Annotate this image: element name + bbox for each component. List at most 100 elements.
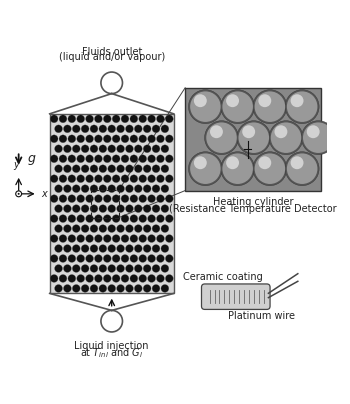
Circle shape: [86, 195, 93, 202]
Circle shape: [117, 265, 125, 272]
Circle shape: [108, 165, 116, 173]
Circle shape: [55, 185, 62, 193]
Circle shape: [161, 284, 169, 292]
Circle shape: [77, 155, 85, 163]
Circle shape: [86, 175, 93, 183]
Circle shape: [68, 155, 76, 163]
Circle shape: [285, 90, 319, 124]
Circle shape: [254, 91, 285, 122]
Circle shape: [121, 195, 129, 202]
Circle shape: [126, 145, 133, 153]
Text: $y$: $y$: [13, 160, 21, 172]
Circle shape: [103, 155, 111, 163]
Circle shape: [68, 135, 76, 143]
Circle shape: [103, 175, 111, 183]
Circle shape: [99, 225, 107, 232]
Circle shape: [63, 145, 71, 153]
Circle shape: [90, 125, 98, 133]
Circle shape: [90, 244, 98, 252]
Circle shape: [148, 115, 155, 123]
Circle shape: [59, 115, 67, 123]
Circle shape: [130, 175, 138, 183]
Circle shape: [143, 145, 151, 153]
Circle shape: [90, 205, 98, 213]
Circle shape: [152, 225, 160, 232]
Circle shape: [59, 175, 67, 183]
Circle shape: [86, 155, 93, 163]
Circle shape: [81, 145, 89, 153]
Circle shape: [108, 225, 116, 232]
Circle shape: [68, 195, 76, 202]
Circle shape: [117, 185, 125, 193]
Circle shape: [59, 195, 67, 202]
Circle shape: [222, 154, 253, 184]
Circle shape: [99, 205, 107, 213]
Circle shape: [77, 235, 85, 242]
Circle shape: [253, 90, 287, 124]
Circle shape: [103, 235, 111, 242]
Bar: [91, 190, 119, 217]
Circle shape: [139, 195, 147, 202]
Circle shape: [166, 175, 173, 183]
Circle shape: [121, 115, 129, 123]
Circle shape: [112, 175, 120, 183]
Circle shape: [103, 135, 111, 143]
Circle shape: [81, 205, 89, 213]
Circle shape: [143, 205, 151, 213]
Circle shape: [126, 284, 133, 292]
Circle shape: [81, 265, 89, 272]
Circle shape: [90, 145, 98, 153]
Circle shape: [94, 195, 102, 202]
Circle shape: [134, 265, 142, 272]
Circle shape: [50, 135, 58, 143]
Circle shape: [166, 235, 173, 242]
Circle shape: [55, 125, 62, 133]
Circle shape: [148, 155, 155, 163]
Circle shape: [55, 265, 62, 272]
Circle shape: [130, 195, 138, 202]
Circle shape: [63, 205, 71, 213]
Circle shape: [190, 91, 221, 122]
Circle shape: [166, 255, 173, 263]
Circle shape: [121, 275, 129, 282]
Circle shape: [143, 165, 151, 173]
Circle shape: [156, 135, 164, 143]
Circle shape: [94, 235, 102, 242]
Circle shape: [50, 175, 58, 183]
Circle shape: [121, 135, 129, 143]
Circle shape: [161, 145, 169, 153]
Circle shape: [161, 205, 169, 213]
Circle shape: [94, 155, 102, 163]
Circle shape: [50, 215, 58, 223]
Circle shape: [77, 255, 85, 263]
Circle shape: [148, 135, 155, 143]
Circle shape: [134, 185, 142, 193]
Circle shape: [156, 275, 164, 282]
Circle shape: [72, 225, 80, 232]
Circle shape: [72, 165, 80, 173]
Circle shape: [108, 284, 116, 292]
Circle shape: [99, 185, 107, 193]
Circle shape: [274, 125, 287, 138]
Circle shape: [221, 152, 255, 186]
Circle shape: [50, 115, 58, 123]
Circle shape: [126, 125, 133, 133]
Circle shape: [63, 244, 71, 252]
Circle shape: [194, 94, 207, 107]
Circle shape: [139, 175, 147, 183]
Circle shape: [103, 215, 111, 223]
Circle shape: [63, 165, 71, 173]
Circle shape: [126, 244, 133, 252]
Circle shape: [156, 255, 164, 263]
Circle shape: [290, 94, 303, 107]
Circle shape: [134, 145, 142, 153]
Circle shape: [103, 255, 111, 263]
Circle shape: [108, 205, 116, 213]
Circle shape: [90, 265, 98, 272]
Circle shape: [90, 225, 98, 232]
Circle shape: [161, 265, 169, 272]
Text: (liquid and/or vapour): (liquid and/or vapour): [58, 53, 165, 63]
Circle shape: [139, 115, 147, 123]
Circle shape: [143, 185, 151, 193]
Circle shape: [253, 152, 287, 186]
